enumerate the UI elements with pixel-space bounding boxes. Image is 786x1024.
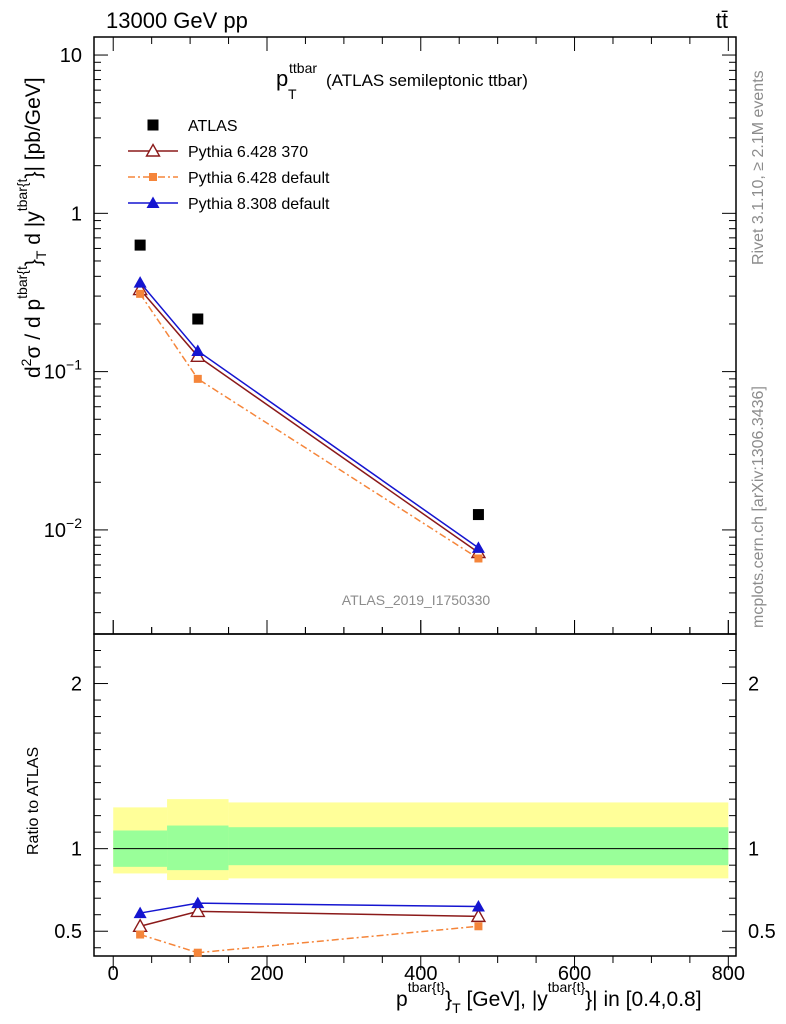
series-atlas [134, 239, 484, 521]
data-point [134, 239, 146, 251]
ratio-y-tick-label-left: 2 [71, 674, 82, 696]
legend-marker [145, 143, 161, 157]
title-sub: T [288, 86, 297, 102]
ratio-uncertainty-bands [113, 799, 729, 881]
data-point [136, 289, 145, 298]
ratio-point [190, 903, 206, 918]
ratio-y-tick-label-left: 1 [71, 839, 82, 861]
legend-marker [149, 173, 157, 181]
legend-label: Pythia 6.428 default [188, 170, 330, 187]
y-tick-label: 10 [60, 45, 82, 67]
data-point [471, 541, 485, 553]
mcplots-label: mcplots.cern.ch [arXiv:1306.3436] [750, 386, 767, 628]
data-point [474, 554, 483, 563]
legend-label: Pythia 6.428 370 [188, 144, 308, 161]
legend-marker [146, 196, 160, 208]
data-point [191, 344, 205, 356]
x-tick-label: 400 [404, 963, 437, 985]
ratio-y-tick-label-left: 0.5 [54, 921, 82, 943]
legend-item: Pythia 8.308 default [128, 196, 330, 213]
x-tick-label: 200 [250, 963, 283, 985]
data-point [472, 509, 484, 521]
ratio-point [191, 896, 205, 909]
header-right: tt̄ [716, 8, 728, 33]
ratio-point [470, 908, 487, 923]
data-point [192, 313, 204, 325]
legend-item: ATLAS [147, 118, 238, 135]
rivet-label: Rivet 3.1.10, ≥ 2.1M events [750, 70, 767, 265]
series-line-main [139, 282, 479, 549]
series-line-ratio [139, 910, 479, 928]
y-tick-label: 10−1 [44, 357, 82, 384]
title-rest: (ATLAS semileptonic ttbar) [326, 71, 528, 90]
series-line-ratio [140, 902, 479, 914]
y-tick-label: 1 [71, 203, 82, 225]
legend-label: ATLAS [188, 118, 238, 135]
data-series [132, 239, 487, 957]
main-y-axis-label: d2σ / d ptbar{t}T d |ytbar{t}| [pb/GeV] [14, 77, 49, 378]
legend-label: Pythia 8.308 default [188, 196, 330, 213]
series-pythia-8-308-default [133, 276, 485, 919]
plot-title: p ttbar T (ATLAS semileptonic ttbar) [276, 60, 528, 102]
ratio-y-tick-label-right: 2 [748, 674, 759, 696]
ratio-y-axis-label: Ratio to ATLAS [25, 747, 42, 855]
title-main: p [276, 66, 288, 91]
axes: 0 200 400 600 800 10−2 10−1 1 10 0.5 0.5 1 1 2 2 [44, 36, 776, 985]
x-tick-label: 600 [558, 963, 591, 985]
y-tick-label: 10−2 [44, 515, 82, 542]
x-tick-label: 0 [108, 963, 119, 985]
legend-marker [147, 119, 159, 131]
x-axis-label: ptbar{t}}T [GeV], |ytbar{t}}| in [0.4,0.… [396, 979, 702, 1016]
ratio-point [133, 906, 147, 919]
legend-item: Pythia 6.428 default [128, 170, 330, 187]
data-point [193, 374, 202, 383]
ratio-frame [93, 633, 737, 957]
header-left: 13000 GeV pp [106, 8, 248, 33]
legend: ATLAS Pythia 6.428 370 Pythia 6.428 defaul… [128, 118, 330, 213]
series-line-ratio [139, 925, 479, 954]
ratio-y-tick-label-right: 0.5 [748, 921, 776, 943]
analysis-watermark: ATLAS_2019_I1750330 [342, 592, 491, 608]
legend-item: Pythia 6.428 370 [128, 143, 308, 161]
title-sup: ttbar [289, 60, 317, 76]
band-green [228, 827, 729, 866]
band-green [167, 825, 229, 871]
series-pythia-6-428-default [136, 289, 483, 957]
series-line-main [139, 293, 479, 560]
ratio-y-tick-label-right: 1 [748, 839, 759, 861]
data-point [133, 276, 147, 288]
ratio-point [471, 899, 485, 912]
x-tick-label: 800 [712, 963, 745, 985]
ratio-point [136, 930, 145, 939]
ratio-point [474, 922, 483, 931]
ratio-point [193, 948, 202, 957]
